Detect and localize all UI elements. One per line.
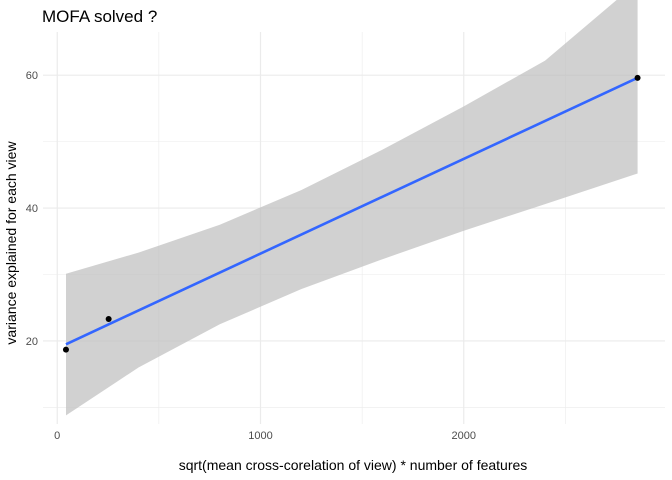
confidence-band	[66, 0, 638, 416]
y-tick-label: 40	[26, 203, 38, 215]
x-tick-label: 1000	[248, 430, 272, 442]
data-point	[634, 74, 641, 81]
data-point	[105, 316, 112, 323]
chart-title: MOFA solved ?	[42, 7, 157, 26]
y-axis-title: variance explained for each view	[3, 141, 19, 345]
x-axis-title: sqrt(mean cross-corelation of view) * nu…	[179, 457, 528, 473]
x-tick-labels: 0 1000 2000	[54, 430, 476, 442]
data-points	[62, 74, 641, 353]
y-tick-label: 60	[26, 70, 38, 82]
y-tick-labels: 20 40 60	[26, 70, 38, 348]
y-tick-label: 20	[26, 336, 38, 348]
data-point	[62, 346, 69, 353]
x-tick-label: 2000	[452, 430, 476, 442]
regression-line	[65, 76, 639, 346]
x-tick-label: 0	[54, 430, 60, 442]
